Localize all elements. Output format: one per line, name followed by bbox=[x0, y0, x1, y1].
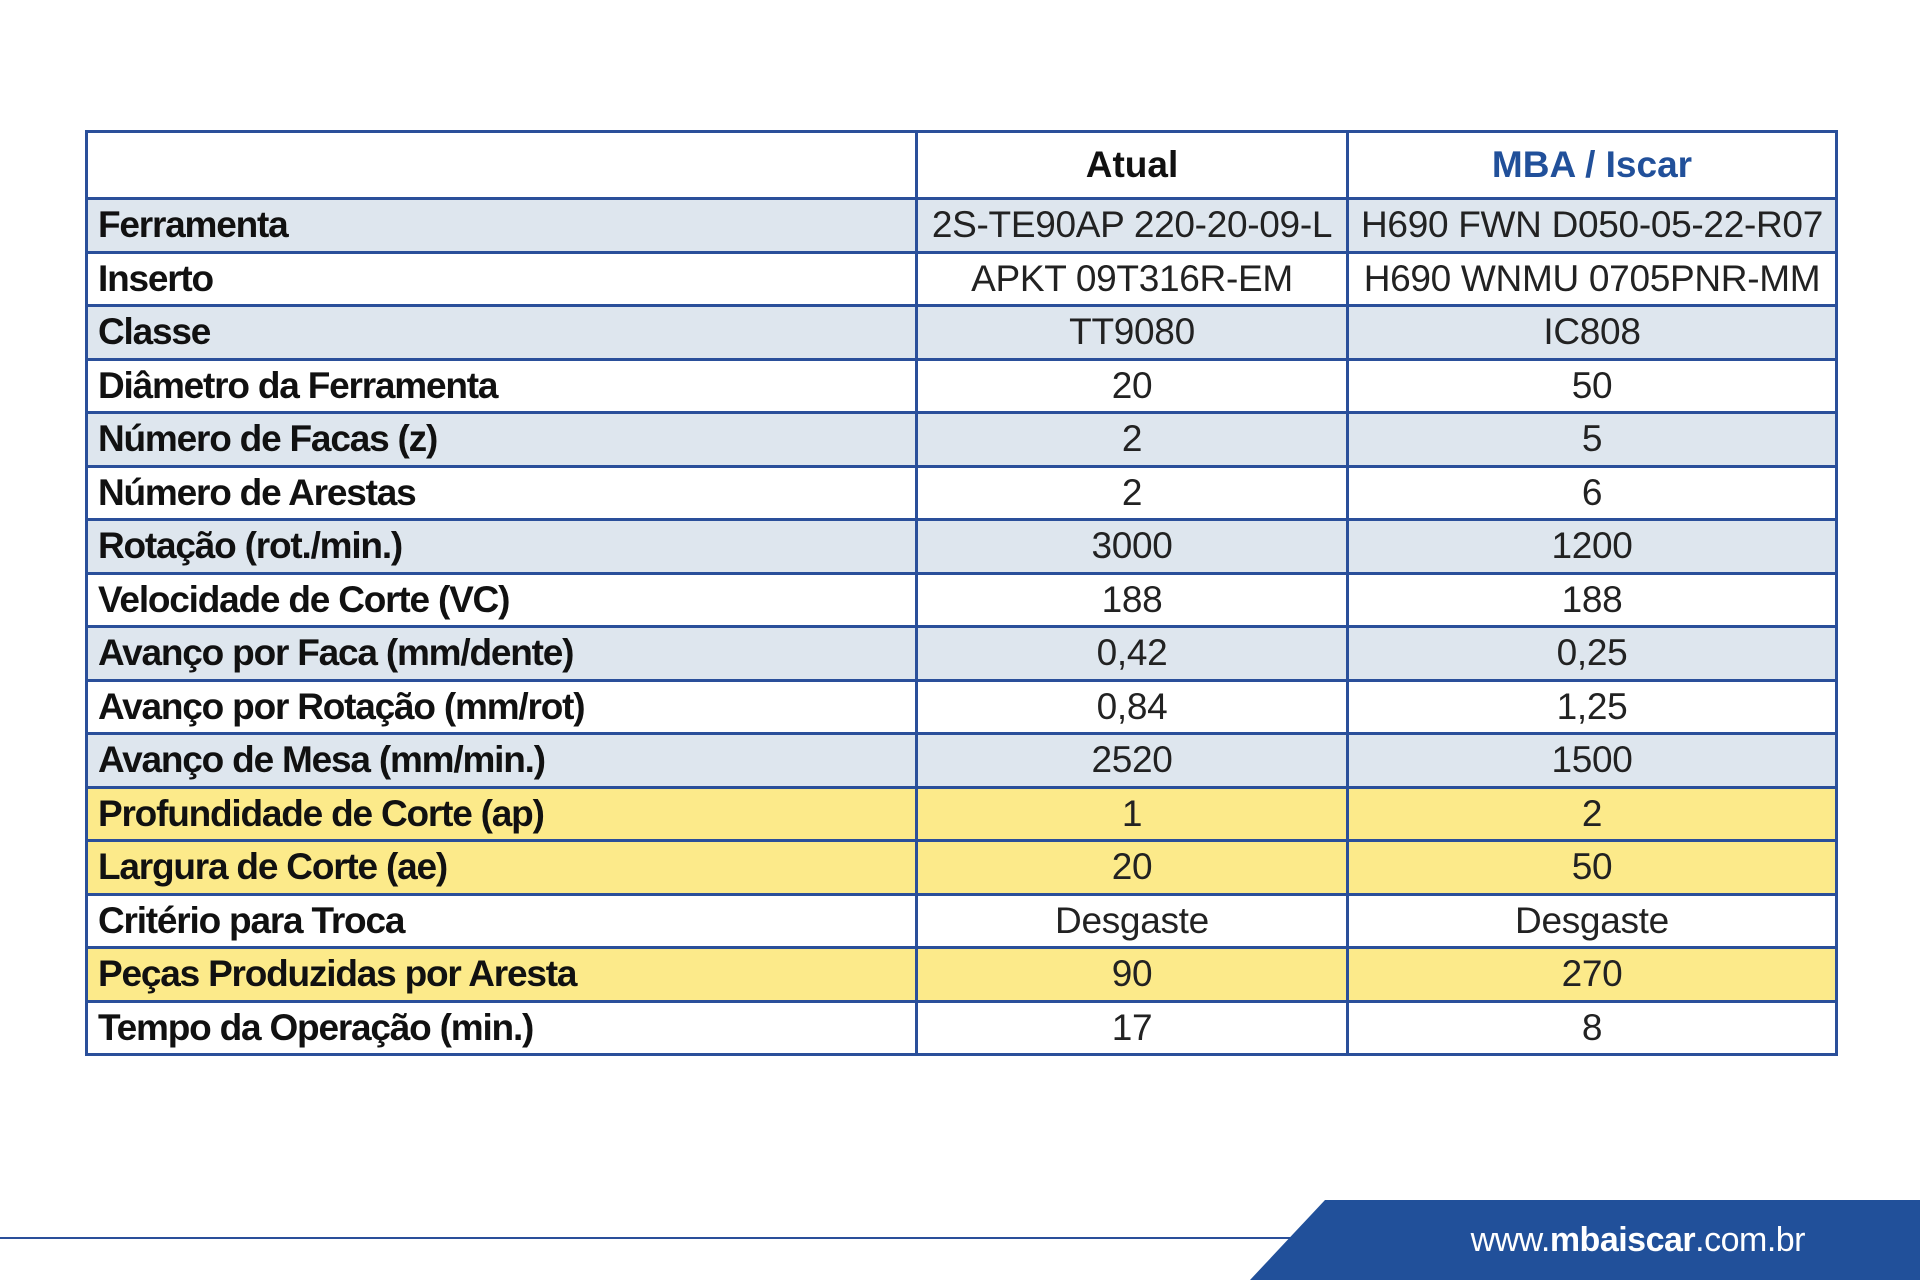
atual-value: 2520 bbox=[915, 732, 1349, 789]
table-row: Avanço de Mesa (mm/min.) 2520 1500 bbox=[85, 732, 1838, 789]
url-suffix: .com.br bbox=[1695, 1221, 1805, 1259]
table-row: Avanço por Faca (mm/dente) 0,42 0,25 bbox=[85, 625, 1838, 682]
atual-value: APKT 09T316R-EM bbox=[915, 250, 1349, 307]
row-label: Velocidade de Corte (VC) bbox=[85, 571, 918, 628]
atual-value: 2 bbox=[915, 464, 1349, 521]
row-label: Avanço por Rotação (mm/rot) bbox=[85, 678, 918, 735]
header-atual: Atual bbox=[915, 130, 1349, 200]
atual-value: 188 bbox=[915, 571, 1349, 628]
atual-value: 20 bbox=[915, 357, 1349, 414]
table-row: Classe TT9080 IC808 bbox=[85, 304, 1838, 361]
atual-value: 0,42 bbox=[915, 625, 1349, 682]
table-row: Rotação (rot./min.) 3000 1200 bbox=[85, 518, 1838, 575]
mba-value: 0,25 bbox=[1346, 625, 1838, 682]
mba-value: 6 bbox=[1346, 464, 1838, 521]
table-row: Inserto APKT 09T316R-EM H690 WNMU 0705PNR-… bbox=[85, 250, 1838, 307]
row-label: Inserto bbox=[85, 250, 918, 307]
row-label: Tempo da Operação (min.) bbox=[85, 999, 918, 1056]
table-row: Critério para Troca Desgaste Desgaste bbox=[85, 892, 1838, 949]
atual-value: TT9080 bbox=[915, 304, 1349, 361]
table-row: Velocidade de Corte (VC) 188 188 bbox=[85, 571, 1838, 628]
mba-value: 1200 bbox=[1346, 518, 1838, 575]
row-label: Ferramenta bbox=[85, 197, 918, 254]
atual-value: 20 bbox=[915, 839, 1349, 896]
mba-value: H690 WNMU 0705PNR-MM bbox=[1346, 250, 1838, 307]
row-label: Número de Facas (z) bbox=[85, 411, 918, 468]
mba-value: 1500 bbox=[1346, 732, 1838, 789]
row-label: Peças Produzidas por Aresta bbox=[85, 946, 918, 1003]
mba-value: IC808 bbox=[1346, 304, 1838, 361]
atual-value: Desgaste bbox=[915, 892, 1349, 949]
mba-value: 270 bbox=[1346, 946, 1838, 1003]
url-brand: mbaiscar bbox=[1549, 1221, 1696, 1259]
mba-value: H690 FWN D050-05-22-R07 bbox=[1346, 197, 1838, 254]
row-label: Rotação (rot./min.) bbox=[85, 518, 918, 575]
mba-value: 50 bbox=[1346, 357, 1838, 414]
row-label: Número de Arestas bbox=[85, 464, 918, 521]
footer-divider-line bbox=[0, 1237, 1320, 1239]
table-row: Ferramenta 2S-TE90AP 220-20-09-L H690 FWN … bbox=[85, 197, 1838, 254]
table-row: Número de Arestas 2 6 bbox=[85, 464, 1838, 521]
header-mba-iscar: MBA / Iscar bbox=[1346, 130, 1838, 200]
atual-value: 3000 bbox=[915, 518, 1349, 575]
mba-value: 1,25 bbox=[1346, 678, 1838, 735]
row-label: Critério para Troca bbox=[85, 892, 918, 949]
url-prefix: www. bbox=[1470, 1221, 1551, 1259]
atual-value: 2S-TE90AP 220-20-09-L bbox=[915, 197, 1349, 254]
row-label: Diâmetro da Ferramenta bbox=[85, 357, 918, 414]
comparison-table: Atual MBA / Iscar Ferramenta 2S-TE90AP 22… bbox=[85, 130, 1838, 1056]
table-row: Diâmetro da Ferramenta 20 50 bbox=[85, 357, 1838, 414]
table-header-row: Atual MBA / Iscar bbox=[85, 130, 1838, 200]
atual-value: 1 bbox=[915, 785, 1349, 842]
row-label: Classe bbox=[85, 304, 918, 361]
atual-value: 0,84 bbox=[915, 678, 1349, 735]
atual-value: 90 bbox=[915, 946, 1349, 1003]
mba-value: Desgaste bbox=[1346, 892, 1838, 949]
footer-banner bbox=[1250, 1200, 1920, 1280]
mba-value: 8 bbox=[1346, 999, 1838, 1056]
footer-website-link[interactable]: www.mbaiscar.com.br bbox=[1470, 1216, 1806, 1264]
mba-value: 188 bbox=[1346, 571, 1838, 628]
table-row: Peças Produzidas por Aresta 90 270 bbox=[85, 946, 1838, 1003]
mba-value: 2 bbox=[1346, 785, 1838, 842]
mba-value: 50 bbox=[1346, 839, 1838, 896]
table-row: Largura de Corte (ae) 20 50 bbox=[85, 839, 1838, 896]
row-label: Largura de Corte (ae) bbox=[85, 839, 918, 896]
row-label: Avanço por Faca (mm/dente) bbox=[85, 625, 918, 682]
mba-value: 5 bbox=[1346, 411, 1838, 468]
table-row: Tempo da Operação (min.) 17 8 bbox=[85, 999, 1838, 1056]
table-row: Número de Facas (z) 2 5 bbox=[85, 411, 1838, 468]
row-label: Profundidade de Corte (ap) bbox=[85, 785, 918, 842]
table-row: Avanço por Rotação (mm/rot) 0,84 1,25 bbox=[85, 678, 1838, 735]
row-label: Avanço de Mesa (mm/min.) bbox=[85, 732, 918, 789]
atual-value: 2 bbox=[915, 411, 1349, 468]
table-body: Ferramenta 2S-TE90AP 220-20-09-L H690 FWN … bbox=[85, 197, 1838, 1056]
atual-value: 17 bbox=[915, 999, 1349, 1056]
table-row: Profundidade de Corte (ap) 1 2 bbox=[85, 785, 1838, 842]
header-corner-cell bbox=[85, 130, 918, 200]
